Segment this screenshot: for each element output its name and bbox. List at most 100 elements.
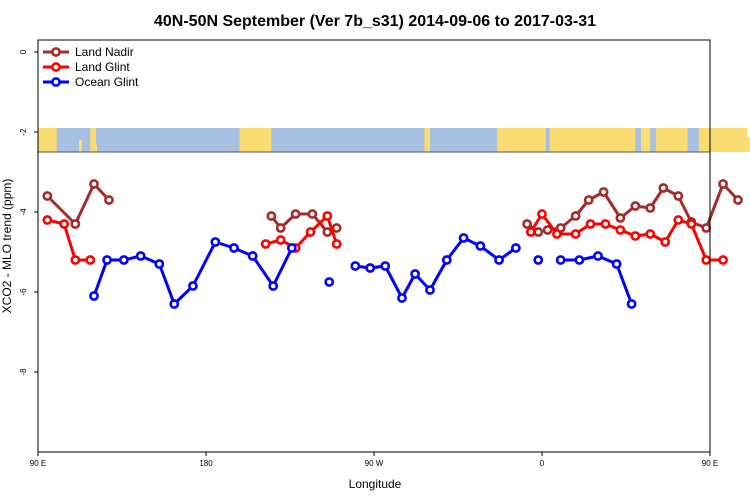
x-tick-label: 0 <box>540 459 545 468</box>
data-point <box>658 183 669 193</box>
data-point <box>494 255 504 265</box>
series-layer <box>42 179 743 309</box>
legend-label: Ocean Glint <box>75 75 139 89</box>
data-point <box>525 227 536 237</box>
data-point <box>701 255 712 265</box>
y-tick-label: -4 <box>19 208 28 216</box>
map-land <box>38 128 57 152</box>
data-point <box>85 255 96 265</box>
data-point <box>59 219 70 229</box>
map-land <box>527 142 531 152</box>
data-point <box>542 225 553 235</box>
data-point <box>135 251 146 261</box>
data-point <box>718 255 728 265</box>
data-point <box>425 285 435 295</box>
x-tick-label: 90 E <box>702 459 718 468</box>
data-point <box>645 203 656 213</box>
data-point <box>441 255 452 265</box>
data-point <box>600 219 611 229</box>
x-tick-label: 90 W <box>365 459 384 468</box>
data-point <box>660 237 671 247</box>
map-land <box>655 128 688 152</box>
data-point <box>673 215 684 225</box>
map-land <box>504 137 508 152</box>
data-point <box>673 191 684 201</box>
data-point <box>626 299 637 309</box>
data-point <box>322 227 333 237</box>
data-point <box>210 237 221 247</box>
data-point <box>615 213 626 223</box>
data-point <box>701 223 712 233</box>
series-land-nadir <box>42 179 743 237</box>
data-point <box>118 255 129 265</box>
x-axis-label: Longitude <box>349 477 402 491</box>
map-land <box>672 144 676 152</box>
data-point <box>268 281 279 291</box>
map-land <box>424 128 430 152</box>
y-tick-label: -8 <box>19 368 28 376</box>
series-line <box>92 240 294 306</box>
data-point <box>331 239 342 249</box>
data-point <box>686 219 697 229</box>
data-point <box>458 233 469 243</box>
data-point <box>42 191 53 201</box>
y-tick-label: -2 <box>19 128 28 136</box>
data-point <box>585 219 596 229</box>
data-point <box>510 243 521 253</box>
data-point <box>522 219 532 229</box>
data-point <box>552 229 562 239</box>
data-point <box>598 187 609 197</box>
series-line <box>355 236 517 300</box>
data-point <box>188 281 198 291</box>
data-point <box>275 223 286 233</box>
map-land <box>497 128 546 152</box>
data-point <box>169 299 180 309</box>
data-point <box>593 251 603 261</box>
map-land <box>640 128 651 152</box>
data-point <box>645 229 656 239</box>
legend-label: Land Nadir <box>75 45 134 59</box>
data-point <box>475 241 486 251</box>
data-point <box>324 277 335 287</box>
data-point <box>733 195 743 205</box>
series-ocean-glint <box>89 233 637 309</box>
data-point <box>583 195 594 205</box>
map-land <box>607 136 611 152</box>
data-point <box>615 225 626 235</box>
y-tick-label: -6 <box>19 288 28 296</box>
map-land <box>564 140 568 152</box>
y-tick-label: 0 <box>19 49 28 54</box>
x-axis: 90 E 180 90 W 0 90 E <box>30 452 718 468</box>
map-land <box>549 128 636 152</box>
y-axis-label: XCO2 - MLO trend (ppm) <box>0 179 14 314</box>
data-point <box>322 211 333 221</box>
data-point <box>397 293 407 303</box>
data-point <box>307 209 318 219</box>
data-point <box>42 215 53 225</box>
data-point <box>290 209 301 219</box>
map-land <box>243 135 247 152</box>
map-land <box>710 140 713 152</box>
data-point <box>380 261 391 271</box>
data-point <box>630 201 641 211</box>
data-point <box>286 243 297 253</box>
data-point <box>154 259 165 269</box>
data-point <box>570 211 581 221</box>
world-map-strip <box>38 128 750 153</box>
data-point <box>70 219 81 229</box>
data-point <box>555 255 566 265</box>
x-tick-label: 180 <box>199 459 213 468</box>
data-point <box>89 179 99 189</box>
data-point <box>611 259 622 269</box>
chart-title: 40N-50N September (Ver 7b_s31) 2014-09-0… <box>154 13 596 30</box>
data-point <box>718 179 728 189</box>
y-axis: 0 -2 -4 -6 -8 <box>19 49 38 376</box>
data-point <box>410 269 420 279</box>
series-line <box>46 218 91 262</box>
data-point <box>229 243 239 253</box>
data-point <box>533 227 544 237</box>
plot-frame <box>37 39 711 453</box>
map-land <box>79 140 83 152</box>
